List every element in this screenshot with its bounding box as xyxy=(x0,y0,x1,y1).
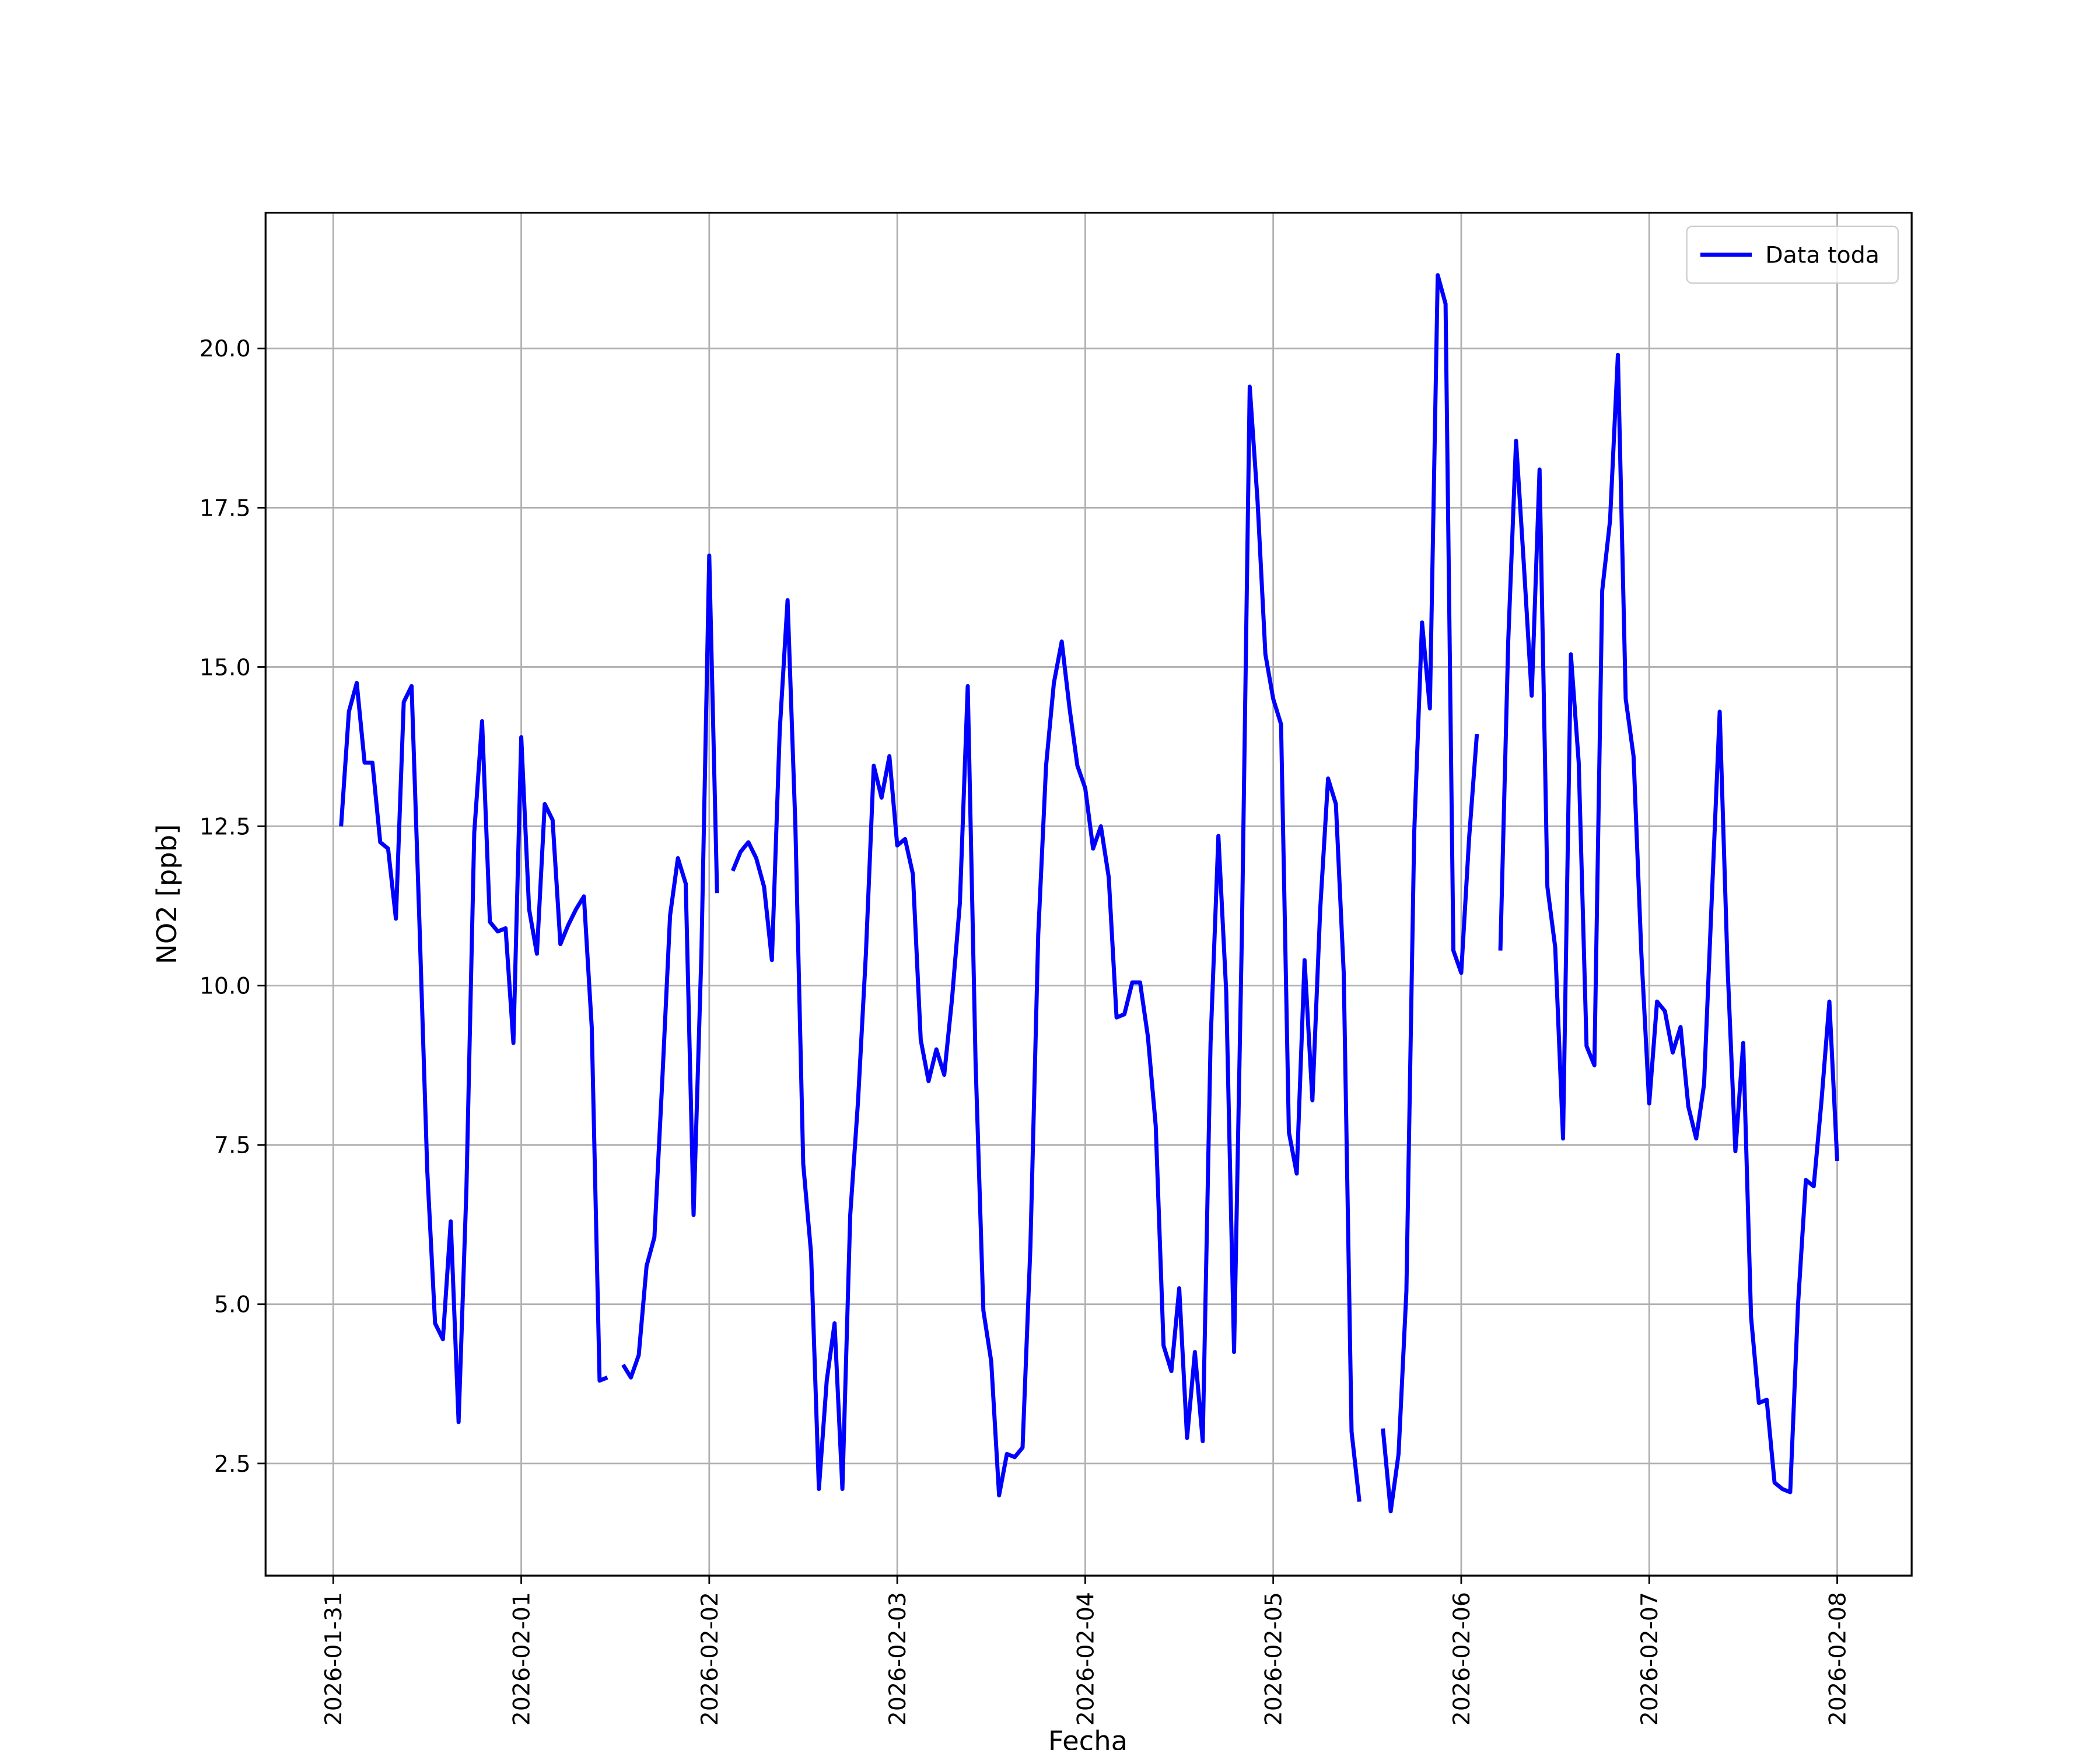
plot-lines xyxy=(339,273,1839,1514)
y-tick-label: 2.5 xyxy=(214,1451,251,1478)
y-tick-label: 15.0 xyxy=(200,654,251,681)
y-tick-label: 10.0 xyxy=(200,973,251,1000)
x-tick-label: 2026-02-04 xyxy=(1072,1592,1099,1726)
x-tick-label: 2026-02-05 xyxy=(1261,1592,1287,1726)
ticks: 2.5 5.0 7.5 10.0 12.5 15.0 17.5 20.0 2026-01-31 2… xyxy=(200,335,1852,1726)
y-tick-label: 12.5 xyxy=(200,813,251,840)
axes-frame xyxy=(264,212,1913,1577)
x-axis-label: Fecha xyxy=(1048,1726,1128,1750)
y-tick-label: 7.5 xyxy=(214,1132,251,1159)
y-tick-label: 5.0 xyxy=(214,1292,251,1318)
y-tick-label: 20.0 xyxy=(200,335,251,362)
x-tick-label: 2026-02-06 xyxy=(1448,1592,1475,1726)
x-tick-label: 2026-02-03 xyxy=(884,1592,911,1726)
x-tick-label: 2026-02-07 xyxy=(1636,1592,1663,1726)
legend-box xyxy=(1686,225,1899,284)
x-tick-label: 2026-02-01 xyxy=(508,1592,535,1726)
legend-label: Data toda xyxy=(1765,242,1880,269)
x-tick-label: 2026-01-31 xyxy=(320,1592,347,1726)
legend: Data toda xyxy=(1686,225,1899,284)
x-tick-label: 2026-02-02 xyxy=(696,1592,723,1726)
y-axis-label: NO2 [ppb] xyxy=(151,824,183,964)
grid xyxy=(265,212,1912,1576)
x-tick-label: 2026-02-08 xyxy=(1824,1592,1851,1726)
data-line xyxy=(339,273,1839,1514)
y-tick-label: 17.5 xyxy=(200,495,251,522)
